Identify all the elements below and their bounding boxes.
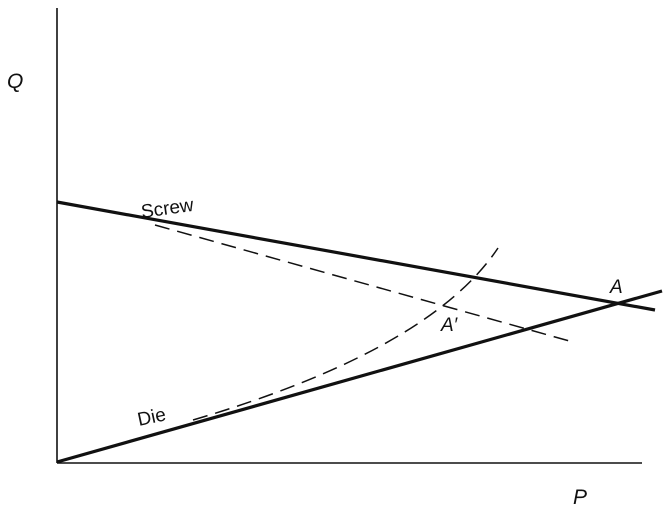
die-curve-label: Die <box>136 404 168 430</box>
y-axis-label: Q <box>7 70 23 93</box>
die-line <box>57 291 662 462</box>
x-axis-label: P <box>573 486 587 509</box>
point-a-prime-label: A′ <box>440 315 459 336</box>
point-a-label: A <box>609 277 623 298</box>
screw-curve-label: Screw <box>140 195 195 223</box>
